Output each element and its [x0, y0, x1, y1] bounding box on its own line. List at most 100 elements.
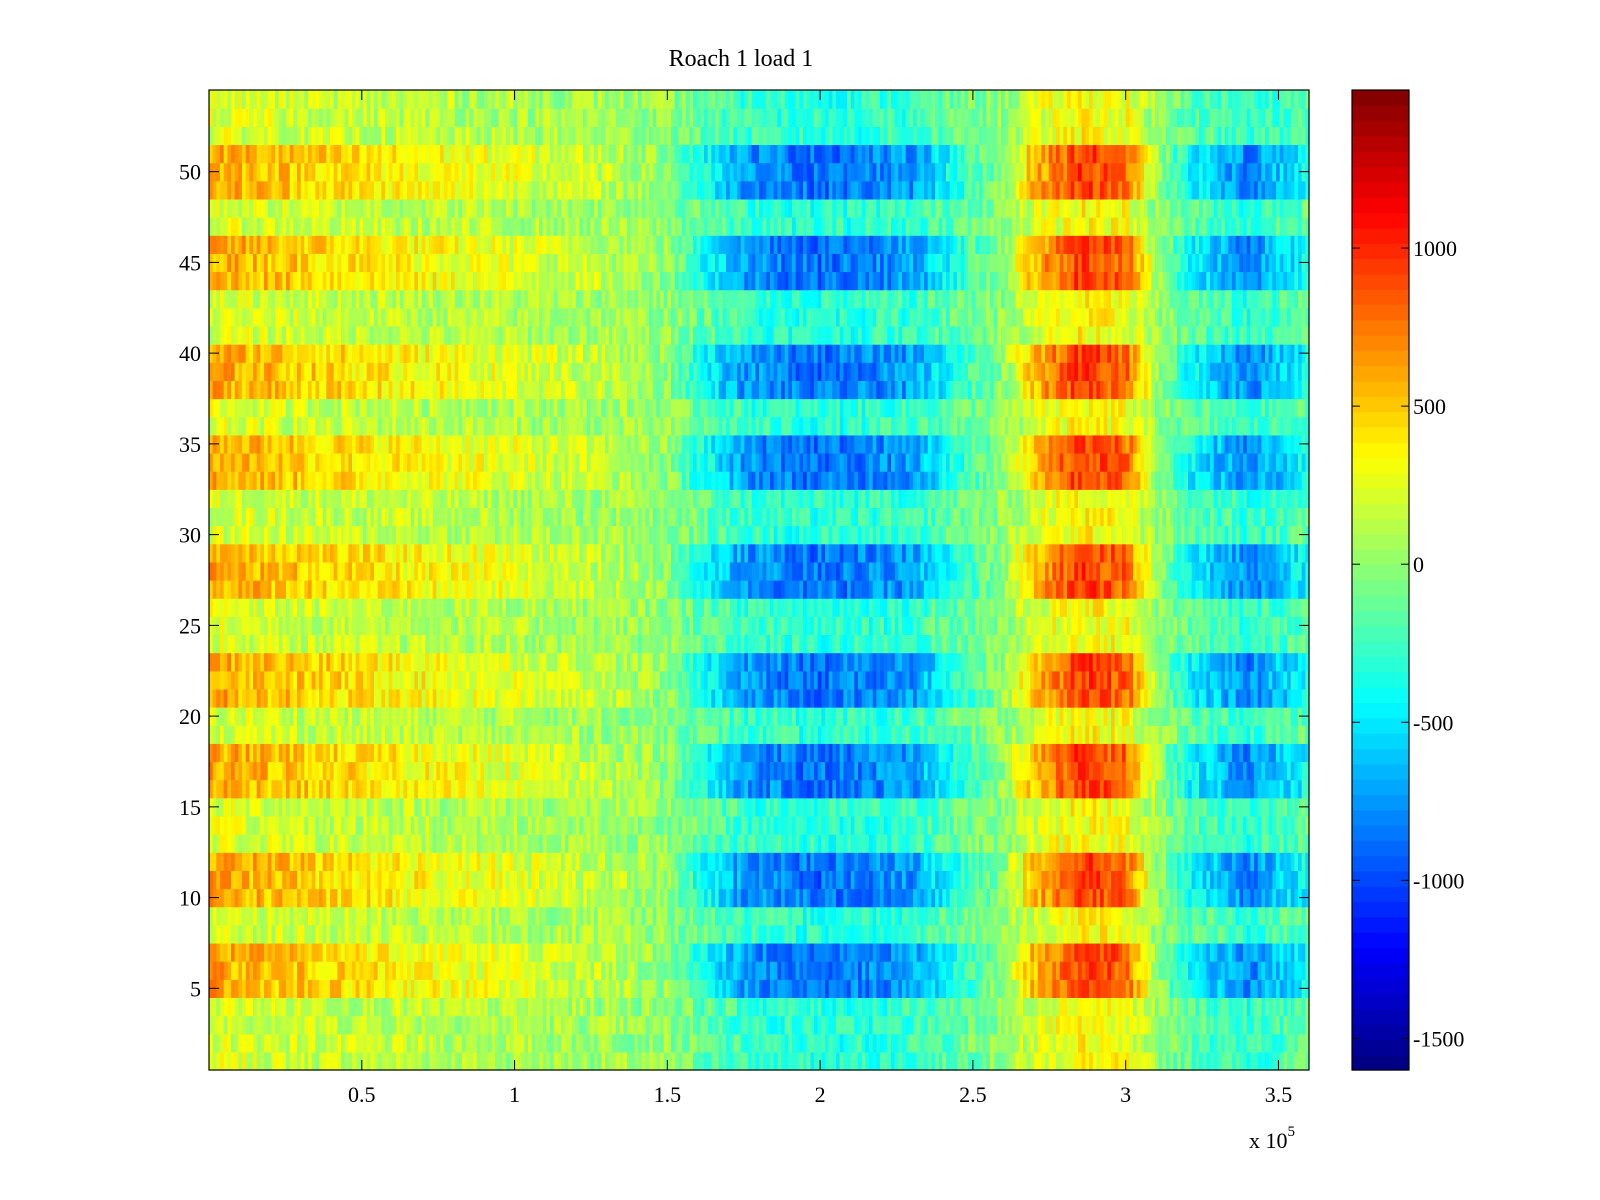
heatmap-cell — [550, 961, 555, 980]
heatmap-cell — [410, 1051, 415, 1071]
heatmap-cell — [1301, 1033, 1306, 1053]
heatmap-cell — [1026, 852, 1031, 871]
heatmap-cell — [920, 834, 925, 853]
heatmap-cell — [854, 779, 859, 799]
heatmap-cell — [1265, 997, 1270, 1017]
heatmap-cell — [685, 834, 690, 853]
heatmap-cell — [1272, 906, 1277, 926]
heatmap-cell — [220, 779, 225, 799]
heatmap-cell — [374, 815, 379, 835]
heatmap-cell — [1155, 779, 1160, 799]
heatmap-cell — [832, 815, 837, 835]
heatmap-cell — [876, 942, 881, 962]
heatmap-cell — [1298, 870, 1303, 890]
heatmap-cell — [355, 924, 360, 944]
heatmap-cell — [245, 761, 250, 781]
heatmap-cell — [392, 815, 397, 835]
heatmap-cell — [1118, 815, 1123, 835]
heatmap-cell — [480, 761, 485, 781]
heatmap-cell — [652, 942, 657, 962]
heatmap-cell — [979, 852, 984, 871]
heatmap-cell — [1191, 815, 1196, 835]
heatmap-cell — [553, 961, 558, 980]
heatmap-cell — [454, 779, 459, 799]
heatmap-cell — [1015, 852, 1020, 871]
heatmap-cell — [993, 834, 998, 853]
heatmap-cell — [1078, 870, 1083, 890]
heatmap-cell — [1092, 961, 1097, 980]
heatmap-cell — [326, 979, 331, 999]
heatmap-cell — [330, 1051, 335, 1071]
heatmap-cell — [520, 906, 525, 926]
heatmap-cell — [1078, 906, 1083, 926]
heatmap-cell — [689, 924, 694, 944]
heatmap-cell — [990, 1051, 995, 1071]
heatmap-cell — [990, 779, 995, 799]
heatmap-cell — [491, 852, 496, 871]
heatmap-cell — [1122, 1015, 1127, 1035]
heatmap-cell — [1081, 797, 1086, 817]
heatmap-cell — [1015, 870, 1020, 890]
heatmap-cell — [634, 979, 639, 999]
heatmap-cell — [920, 1051, 925, 1071]
heatmap-cell — [579, 761, 584, 781]
heatmap-cell — [359, 888, 364, 908]
heatmap-cell — [484, 979, 489, 999]
heatmap-cell — [333, 997, 338, 1017]
heatmap-cell — [1301, 997, 1306, 1017]
heatmap-cell — [722, 870, 727, 890]
heatmap-cell — [1199, 852, 1204, 871]
heatmap-cell — [1140, 834, 1145, 853]
heatmap-cell — [667, 1051, 672, 1071]
heatmap-cell — [671, 870, 676, 890]
heatmap-cell — [465, 761, 470, 781]
heatmap-cell — [740, 797, 745, 817]
heatmap-cell — [1147, 888, 1152, 908]
heatmap-cell — [1125, 834, 1130, 853]
heatmap-cell — [627, 870, 632, 890]
heatmap-cell — [1235, 1051, 1240, 1071]
heatmap-cell — [1103, 924, 1108, 944]
heatmap-cell — [385, 924, 390, 944]
heatmap-cell — [1122, 852, 1127, 871]
heatmap-cell — [968, 834, 973, 853]
heatmap-cell — [1235, 834, 1240, 853]
heatmap-cell — [293, 815, 298, 835]
heatmap-cell — [546, 779, 551, 799]
heatmap-cell — [696, 906, 701, 926]
heatmap-cell — [513, 870, 518, 890]
heatmap-cell — [839, 761, 844, 781]
heatmap-cell — [828, 1033, 833, 1053]
heatmap-cell — [616, 979, 621, 999]
heatmap-cell — [462, 942, 467, 962]
heatmap-cell — [370, 870, 375, 890]
heatmap-cell — [469, 779, 474, 799]
heatmap-cell — [784, 870, 789, 890]
heatmap-cell — [839, 942, 844, 962]
heatmap-cell — [1173, 1033, 1178, 1053]
heatmap-cell — [803, 924, 808, 944]
heatmap-cell — [304, 761, 309, 781]
heatmap-cell — [634, 924, 639, 944]
heatmap-cell — [344, 852, 349, 871]
heatmap-cell — [722, 761, 727, 781]
heatmap-cell — [517, 852, 522, 871]
heatmap-cell — [1103, 906, 1108, 926]
heatmap-cell — [931, 942, 936, 962]
heatmap-cell — [267, 979, 272, 999]
heatmap-cell — [704, 761, 709, 781]
heatmap-cell — [1063, 888, 1068, 908]
heatmap-cell — [872, 1015, 877, 1035]
heatmap-cell — [231, 815, 236, 835]
heatmap-cell — [1173, 888, 1178, 908]
heatmap-cell — [517, 834, 522, 853]
heatmap-cell — [311, 815, 316, 835]
heatmap-cell — [355, 852, 360, 871]
heatmap-cell — [792, 997, 797, 1017]
heatmap-cell — [696, 834, 701, 853]
heatmap-cell — [1239, 942, 1244, 962]
heatmap-cell — [1037, 906, 1042, 926]
heatmap-cell — [579, 1015, 584, 1035]
heatmap-cell — [891, 1051, 896, 1071]
heatmap-cell — [810, 779, 815, 799]
